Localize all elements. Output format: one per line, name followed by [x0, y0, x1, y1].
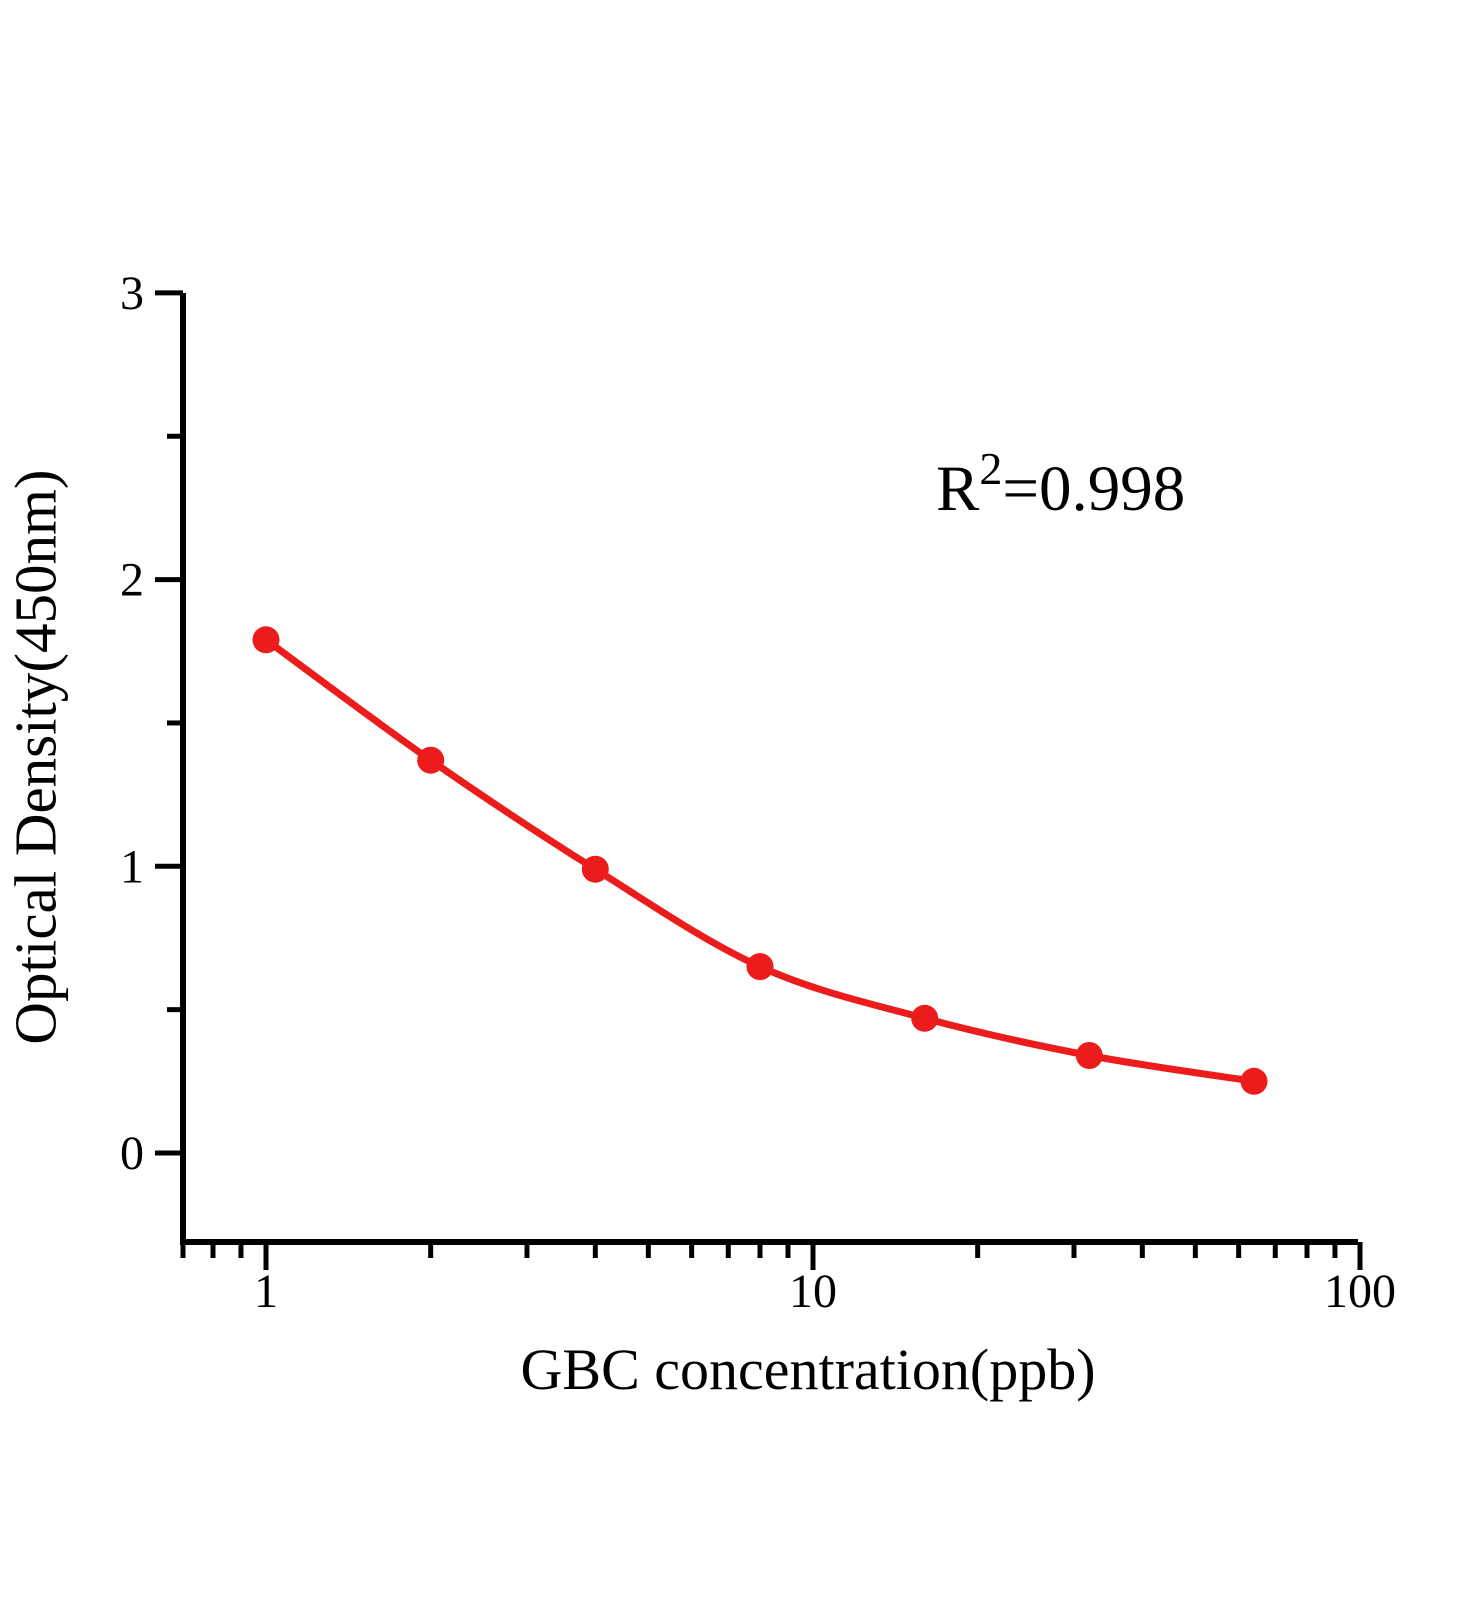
r-squared-base: R: [936, 453, 980, 525]
data-point-marker: [252, 626, 280, 654]
standard-curve-line: [262, 636, 1258, 1085]
x-axis-title: GBC concentration(ppb): [520, 1337, 1096, 1402]
x-tick-label: 1: [254, 1265, 278, 1318]
r-squared-value: =0.998: [1002, 453, 1186, 525]
y-tick-label: 0: [120, 1127, 144, 1180]
y-tick-label: 2: [120, 554, 144, 607]
x-tick-label: 10: [789, 1265, 837, 1318]
data-point-marker: [417, 746, 445, 774]
y-axis-title: Optical Density(450nm): [2, 469, 69, 1045]
y-tick-label: 3: [120, 267, 144, 320]
x-tick-label: 100: [1324, 1265, 1396, 1318]
r-squared-annotation: R2=0.998: [936, 443, 1186, 527]
data-point-marker: [1075, 1042, 1103, 1069]
y-tick-label: 1: [120, 840, 144, 893]
data-point-marker: [746, 953, 774, 981]
data-point-marker: [1240, 1067, 1268, 1095]
data-point-marker: [581, 855, 609, 883]
data-point-marker: [911, 1004, 939, 1032]
r-squared-exponent: 2: [979, 443, 1003, 494]
